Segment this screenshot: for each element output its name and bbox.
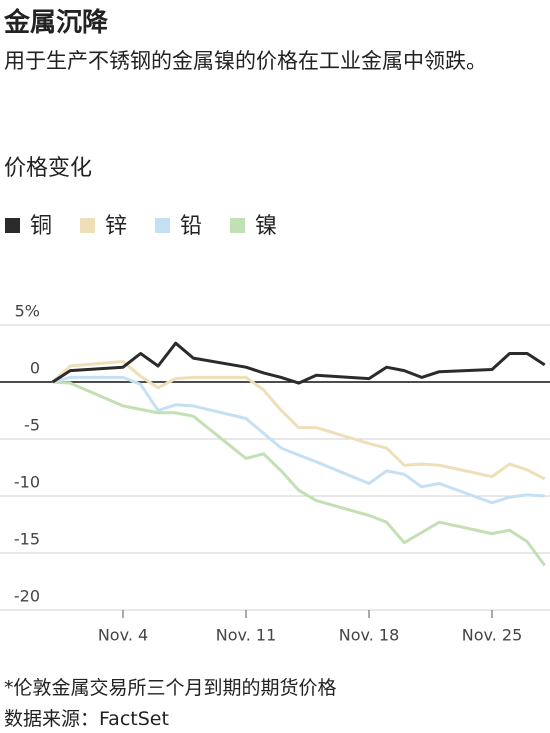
legend-label: 铅 [180,214,202,239]
x-tick-label: Nov. 18 [339,626,400,645]
line [52,375,545,505]
y-tick-label: -20 [14,587,40,606]
y-axis-label: 价格变化 [4,156,93,181]
x-tick-label: Nov. 11 [216,626,277,645]
line [51,341,546,385]
legend-label: 镍 [255,214,277,239]
note: *伦敦金属交易所三个月到期的期货价格 [4,677,337,699]
title: 金属沉降 [4,8,109,38]
y-tick-label: -15 [14,530,40,549]
x-tick-label: Nov. 25 [462,626,523,645]
y-tick-label: -10 [14,473,40,492]
x-tick-label: Nov. 4 [98,626,148,645]
line [52,380,546,567]
legend-swatch [80,218,95,233]
line [51,360,546,481]
y-tick-label: 0 [30,359,40,378]
legend-swatch [5,218,20,233]
subtitle: 用于生产不锈钢的金属镍的价格在工业金属中领跌。 [4,49,487,73]
legend-swatch [230,218,245,233]
y-tick-label: -5 [24,416,40,435]
legend-swatch [155,218,170,233]
source: 数据来源：FactSet [4,708,169,730]
legend-label: 锌 [105,214,127,239]
chart: 铜 锌 铅 镍 5% 0 -5 -10 -15 -20 Nov. 4 Nov. 11 Nov. 18 No… [0,214,550,645]
y-tick-label: 5% [15,302,40,321]
legend-label: 铜 [30,214,52,239]
